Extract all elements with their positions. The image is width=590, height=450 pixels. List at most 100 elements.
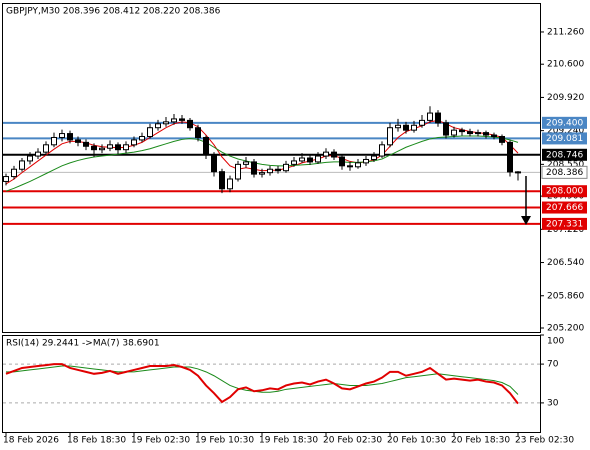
y-tick-label: 208.550: [547, 160, 584, 170]
candle-body: [43, 144, 49, 153]
candle-body: [19, 160, 25, 170]
candle-body: [427, 112, 433, 121]
y-tick-label: 209.240: [547, 126, 584, 136]
candle-body: [323, 151, 329, 157]
current-price-label: 208.386: [546, 168, 583, 178]
candle-body: [275, 168, 281, 172]
price-panel: [2, 3, 541, 333]
candle-body: [203, 136, 209, 156]
y-tick-label: 70: [547, 360, 559, 370]
candle-body: [243, 161, 249, 165]
x-tick-label: 23 Feb 02:30: [515, 436, 574, 446]
candle-body: [395, 124, 401, 129]
level-label-box: [542, 132, 587, 145]
y-tick-label: 100: [547, 337, 564, 347]
candle-body: [179, 118, 185, 121]
candle-body: [99, 147, 105, 151]
candle-body: [51, 136, 57, 146]
level-label-box: [542, 185, 587, 198]
candle-body: [147, 127, 153, 138]
level-label: 208.746: [546, 150, 583, 160]
candle-body: [235, 163, 241, 180]
current-price-box: [541, 165, 588, 179]
candle-body: [155, 123, 161, 129]
candle-body: [35, 151, 41, 157]
candle-body: [267, 168, 273, 174]
candle-body: [491, 134, 497, 138]
candle-body: [515, 171, 521, 174]
candle-body: [371, 155, 377, 160]
x-tick-label: 20 Feb 02:30: [323, 436, 382, 446]
x-tick-label: 18 Feb 18:30: [67, 436, 126, 446]
candle-body: [187, 119, 193, 129]
candle-body: [499, 136, 505, 143]
candle-body: [347, 165, 353, 168]
arrow: [521, 176, 531, 225]
candle-body: [411, 124, 417, 131]
x-tick-label: 20 Feb 18:30: [451, 436, 510, 446]
y-tick-label: 205.200: [547, 323, 584, 333]
candle-body: [11, 168, 17, 178]
candle-body: [163, 121, 169, 125]
level-label-box: [542, 201, 587, 214]
level-label-box: [542, 148, 587, 161]
candle-body: [171, 118, 177, 123]
candle-body: [59, 133, 65, 138]
candle-body: [419, 119, 425, 126]
candle-body: [195, 127, 201, 138]
candle-body: [75, 139, 81, 143]
candle-body: [67, 133, 73, 141]
y-tick-label: 211.260: [547, 27, 584, 37]
candle-body: [467, 131, 473, 135]
x-tick-label: 19 Feb 02:30: [131, 436, 190, 446]
candle-body: [259, 172, 265, 175]
level-label-box: [542, 217, 587, 230]
candle-body: [211, 154, 217, 173]
candle-body: [451, 129, 457, 136]
candle-body: [355, 162, 361, 168]
candle-body: [227, 178, 233, 190]
level-label: 208.000: [546, 187, 583, 197]
level-label: 209.081: [546, 134, 583, 144]
y-tick-label: 205.860: [547, 291, 584, 301]
candle-body: [315, 155, 321, 163]
candle-body: [219, 171, 225, 190]
rsi-line: [5, 363, 519, 405]
y-tick-label: 206.540: [547, 258, 584, 268]
y-tick-label: 209.920: [547, 93, 584, 103]
candle-body: [139, 136, 145, 141]
candle-body: [283, 163, 289, 172]
candle-body: [379, 144, 385, 157]
candle-body: [331, 151, 337, 158]
candle-body: [363, 158, 369, 164]
candle-body: [91, 145, 97, 151]
rsi-title: RSI(14) 29.2441 ->MA(7) 38.6901: [6, 339, 160, 349]
candle-body: [3, 176, 9, 182]
candle-body: [435, 112, 441, 124]
price-title: GBPJPY,M30 208.396 208.412 208.220 208.3…: [6, 7, 221, 17]
y-tick-label: 210.600: [547, 60, 584, 70]
x-tick-label: 19 Feb 18:30: [259, 436, 318, 446]
candle-body: [483, 132, 489, 136]
candle-body: [403, 124, 409, 131]
candle-body: [459, 129, 465, 133]
candle-body: [115, 144, 121, 151]
candle-body: [299, 157, 305, 162]
candle-body: [507, 141, 513, 173]
candle-body: [123, 144, 129, 151]
candle-body: [475, 132, 481, 135]
candle-body: [387, 127, 393, 146]
candle-body: [107, 144, 113, 149]
x-tick-label: 19 Feb 10:30: [195, 436, 254, 446]
candle-body: [131, 139, 137, 146]
rsi-line: [6, 365, 519, 395]
moving-average: [5, 135, 519, 192]
level-label: 207.331: [546, 219, 583, 229]
x-tick-label: 20 Feb 10:30: [387, 436, 446, 446]
candle-body: [291, 160, 297, 165]
x-tick-label: 18 Feb 2026: [3, 436, 59, 446]
rsi-panel: [2, 335, 541, 433]
level-label: 207.666: [546, 203, 583, 213]
